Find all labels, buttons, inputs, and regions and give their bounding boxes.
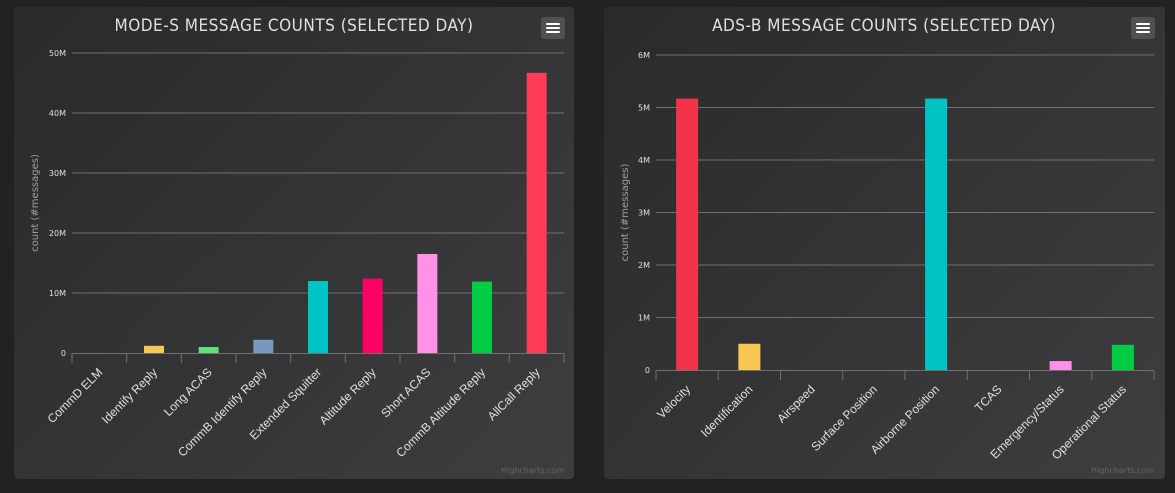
y-tick-label: 1M <box>638 314 650 323</box>
y-tick-label: 0 <box>61 349 66 358</box>
bar[interactable] <box>1111 344 1134 370</box>
bar[interactable] <box>526 72 547 354</box>
y-tick-label: 40M <box>49 109 66 118</box>
x-tick-label: AllCall Reply <box>485 365 543 423</box>
y-tick-label: 20M <box>49 229 66 238</box>
y-tick-label: 5M <box>638 104 650 113</box>
credits-label[interactable]: Highcharts.com <box>1091 466 1154 475</box>
bar[interactable] <box>925 98 948 370</box>
bar[interactable] <box>472 281 492 353</box>
bar[interactable] <box>1049 361 1072 370</box>
bar[interactable] <box>198 347 219 353</box>
y-tick-label: 0 <box>645 366 650 375</box>
chart-title: ADS-B MESSAGE COUNTS (SELECTED DAY) <box>712 16 1056 36</box>
y-axis-label: count (#messages) <box>620 164 631 262</box>
bar[interactable] <box>253 339 274 353</box>
x-tick-label: Airborne Position <box>868 382 943 457</box>
y-tick-label: 50M <box>49 49 66 58</box>
y-tick-label: 3M <box>638 209 650 218</box>
chart-menu-button[interactable] <box>1131 17 1155 39</box>
y-tick-label: 6M <box>638 51 650 60</box>
x-tick-label: Short ACAS <box>378 365 433 420</box>
credits-label[interactable]: Highcharts.com <box>501 466 564 475</box>
hamburger-icon <box>1136 23 1150 26</box>
bar[interactable] <box>676 98 699 370</box>
mode-s-chart-panel: MODE-S MESSAGE COUNTS (SELECTED DAY) 0 10M… <box>14 7 574 479</box>
y-axis-label: count (#messages) <box>30 154 41 252</box>
ads-b-chart: ADS-B MESSAGE COUNTS (SELECTED DAY) 0 1M 2M… <box>620 16 1155 475</box>
x-tick-label: Identification <box>698 382 756 440</box>
x-tick-label: Identify Reply <box>99 365 160 426</box>
y-tick-label: 4M <box>638 156 650 165</box>
x-tick-label: Long ACAS <box>161 365 215 419</box>
ads-b-chart-panel: ADS-B MESSAGE COUNTS (SELECTED DAY) 0 1M 2M… <box>604 7 1165 479</box>
x-tick-label: Altitude Reply <box>317 365 379 427</box>
y-tick-label: 30M <box>49 169 66 178</box>
x-tick-label: Airspeed <box>774 382 817 425</box>
y-tick-label: 2M <box>638 261 650 270</box>
x-tick-label: CommD ELM <box>45 365 106 426</box>
bar[interactable] <box>308 281 328 353</box>
y-tick-label: 10M <box>49 289 66 298</box>
mode-s-chart: MODE-S MESSAGE COUNTS (SELECTED DAY) 0 10M… <box>30 16 565 475</box>
x-tick-label: Surface Position <box>808 382 880 454</box>
bar[interactable] <box>144 345 164 353</box>
chart-menu-button[interactable] <box>541 17 565 39</box>
bar[interactable] <box>417 254 438 353</box>
hamburger-icon <box>546 23 560 26</box>
bar[interactable] <box>738 343 761 370</box>
x-tick-label: Velocity <box>654 382 693 421</box>
bar[interactable] <box>362 278 383 353</box>
x-tick-label: TCAS <box>972 382 1005 415</box>
x-tick-label: CommB Identify Reply <box>175 365 269 459</box>
x-tick-label: CommB Altitude Reply <box>393 365 488 460</box>
chart-title: MODE-S MESSAGE COUNTS (SELECTED DAY) <box>115 16 474 36</box>
